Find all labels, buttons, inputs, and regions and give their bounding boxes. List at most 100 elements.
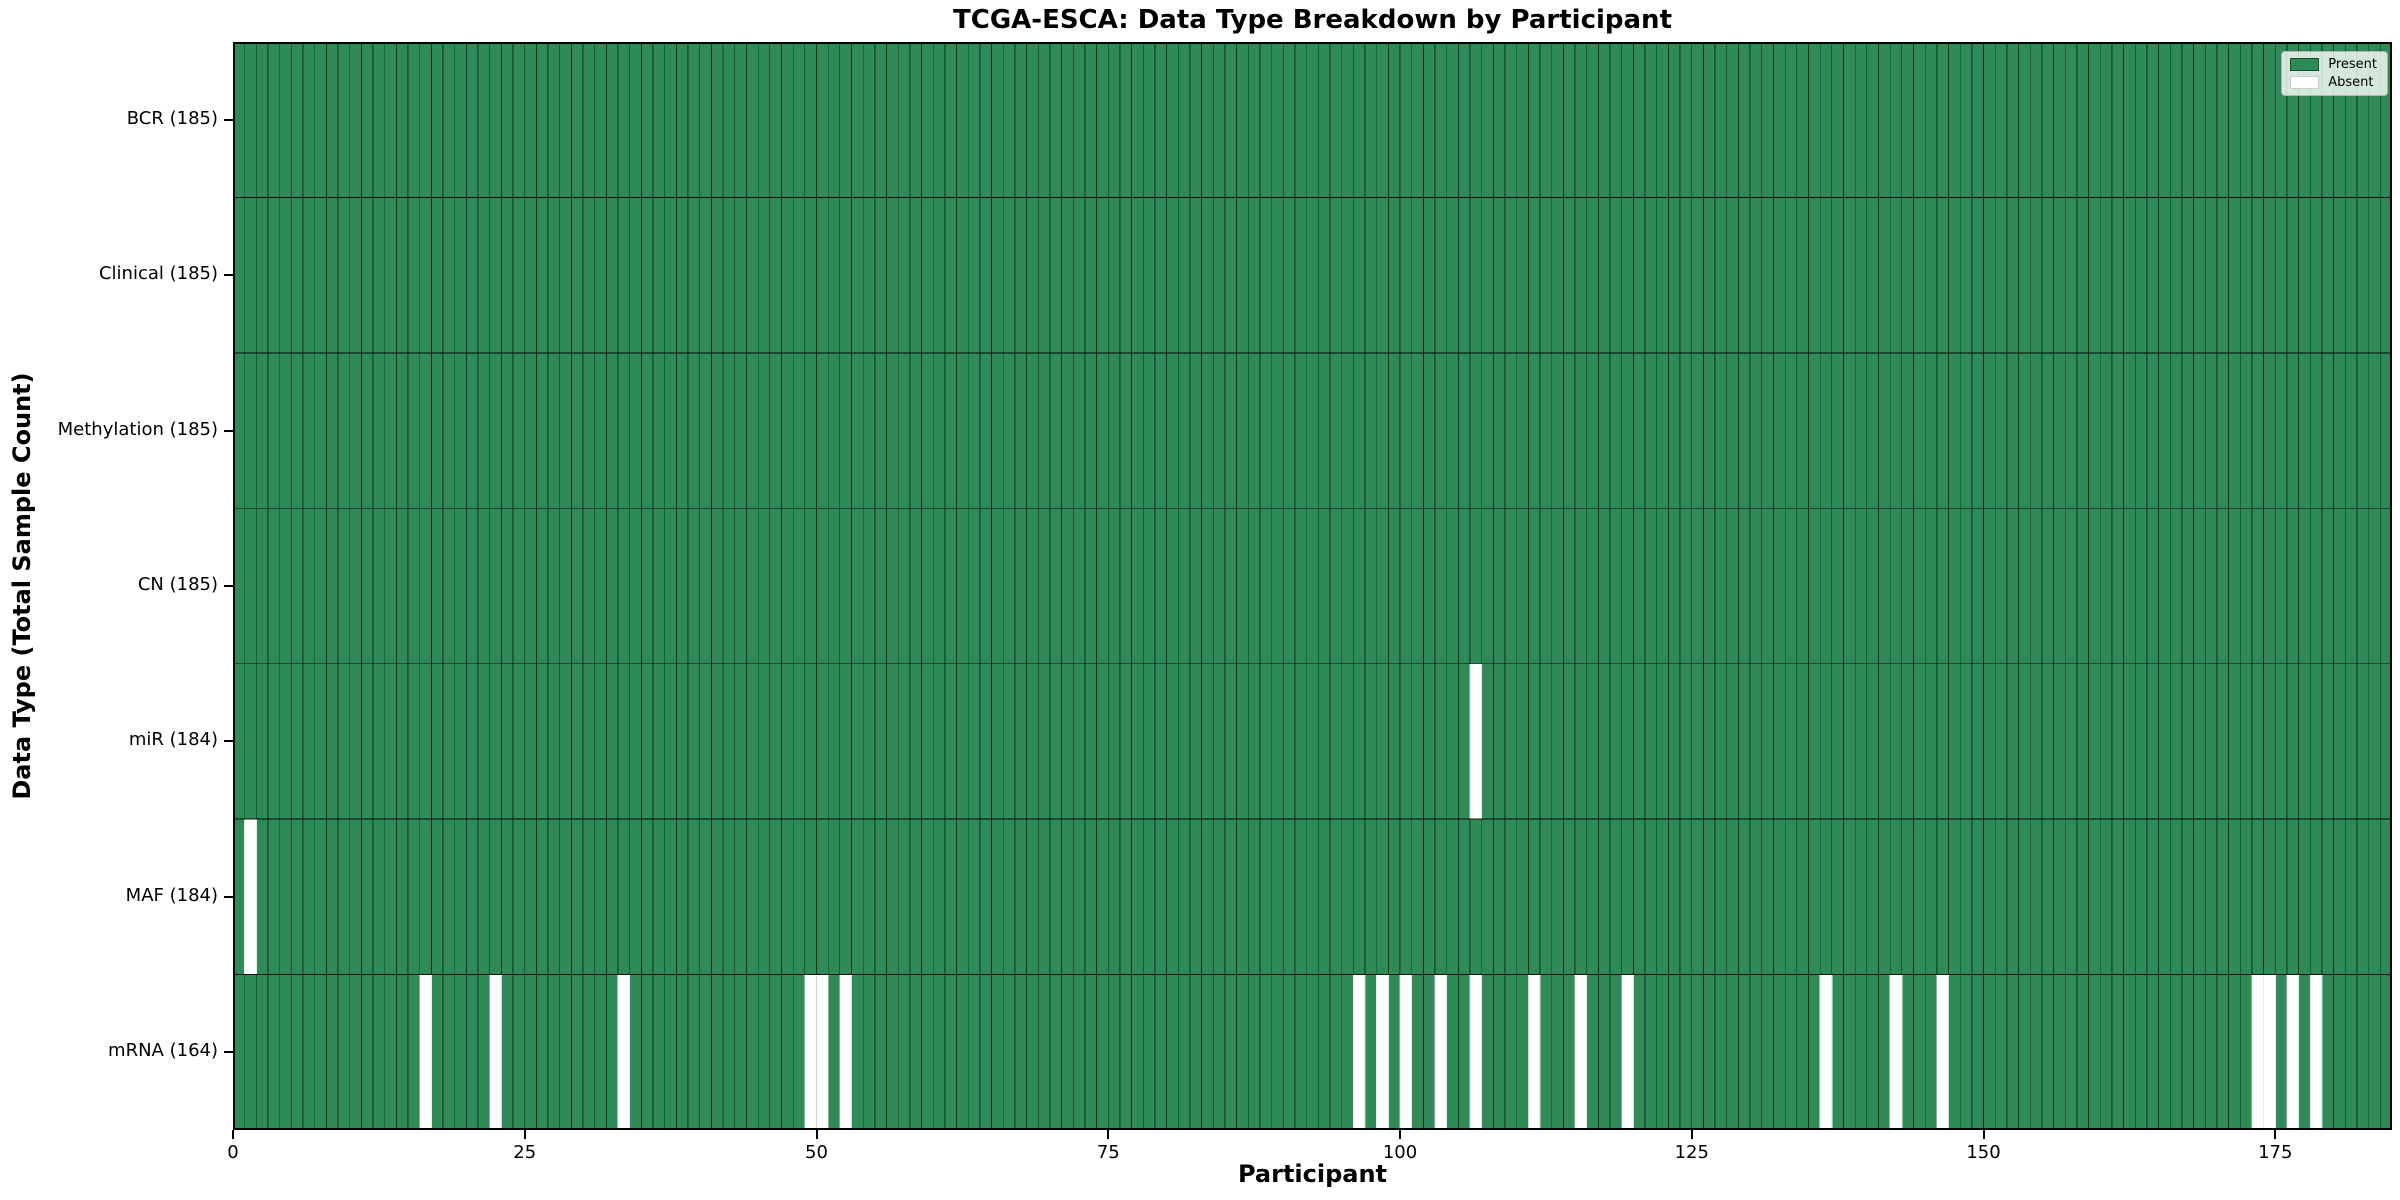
cell-present bbox=[1341, 974, 1354, 1130]
cell-present bbox=[851, 974, 864, 1130]
cell-present bbox=[2239, 42, 2253, 198]
cell-present bbox=[1703, 663, 1716, 820]
row-MAF bbox=[233, 818, 2392, 975]
cell-present bbox=[1808, 663, 1821, 820]
cell-present bbox=[1142, 974, 1156, 1130]
cell-present bbox=[862, 352, 876, 509]
cell-present bbox=[2053, 352, 2066, 509]
cell-present bbox=[1154, 507, 1168, 665]
cell-present bbox=[1329, 818, 1343, 975]
cell-present bbox=[1936, 818, 1949, 975]
cell-absent bbox=[419, 975, 432, 1130]
cell-present bbox=[991, 42, 1004, 198]
cell-present bbox=[1889, 42, 1903, 198]
cell-present bbox=[1644, 974, 1658, 1130]
cell-present bbox=[897, 663, 911, 820]
cell-present bbox=[687, 42, 701, 198]
cell-present bbox=[1924, 818, 1938, 975]
x-tick-mark bbox=[232, 1130, 234, 1139]
x-tick-label: 0 bbox=[227, 1142, 239, 1163]
cell-present bbox=[804, 507, 817, 665]
cell-present bbox=[2111, 974, 2124, 1130]
cell-present bbox=[1819, 352, 1833, 509]
cell-present bbox=[1037, 352, 1051, 509]
cell-present bbox=[442, 42, 456, 198]
cell-present bbox=[1749, 507, 1763, 665]
cell-present bbox=[1831, 352, 1844, 509]
cell-present bbox=[1668, 974, 1681, 1130]
cell-present bbox=[2193, 507, 2206, 665]
cell-present bbox=[1317, 818, 1331, 975]
cell-present bbox=[1166, 42, 1179, 198]
cell-present bbox=[1773, 974, 1786, 1130]
cell-present bbox=[2169, 974, 2183, 1130]
cell-present bbox=[384, 507, 397, 665]
cell-present bbox=[1364, 507, 1378, 665]
cell-present bbox=[1633, 42, 1646, 198]
cell-present bbox=[991, 197, 1004, 354]
cell-present bbox=[699, 352, 712, 509]
cell-present bbox=[349, 974, 362, 1130]
cell-present bbox=[1726, 507, 1739, 665]
cell-present bbox=[1738, 352, 1751, 509]
cell-present bbox=[1376, 663, 1389, 820]
cell-present bbox=[629, 42, 642, 198]
cell-present bbox=[897, 507, 911, 665]
cell-present bbox=[1107, 818, 1121, 975]
cell-present bbox=[617, 818, 631, 975]
cell-present bbox=[1959, 42, 1973, 198]
cell-present bbox=[1107, 42, 1121, 198]
cell-present bbox=[1352, 42, 1366, 198]
cell-present bbox=[547, 507, 561, 665]
cell-present bbox=[676, 352, 689, 509]
cell-present bbox=[1492, 663, 1506, 820]
cell-present bbox=[1434, 507, 1448, 665]
cell-present bbox=[967, 197, 981, 354]
cell-present bbox=[641, 197, 654, 354]
cell-present bbox=[839, 352, 852, 509]
cell-present bbox=[1306, 352, 1319, 509]
cell-present bbox=[419, 42, 432, 198]
cell-present bbox=[1761, 818, 1774, 975]
cell-present bbox=[1422, 507, 1436, 665]
cell-present bbox=[1422, 197, 1436, 354]
cell-present bbox=[862, 507, 876, 665]
cell-present bbox=[1644, 197, 1658, 354]
cell-present bbox=[489, 42, 502, 198]
cell-present bbox=[302, 352, 316, 509]
cell-present bbox=[1352, 663, 1366, 820]
cell-present bbox=[2228, 42, 2241, 198]
cell-present bbox=[664, 352, 677, 509]
cell-present bbox=[1761, 42, 1774, 198]
cell-present bbox=[932, 663, 946, 820]
cell-present bbox=[676, 42, 689, 198]
cell-present bbox=[1656, 197, 1669, 354]
cell-present bbox=[1107, 197, 1121, 354]
cell-present bbox=[1726, 352, 1739, 509]
cell-present bbox=[1119, 197, 1133, 354]
cell-present bbox=[1539, 663, 1553, 820]
cell-present bbox=[699, 818, 712, 975]
cell-present bbox=[1808, 352, 1821, 509]
cell-present bbox=[1516, 352, 1529, 509]
cell-present bbox=[664, 507, 677, 665]
cell-present bbox=[1761, 663, 1774, 820]
cell-present bbox=[302, 507, 316, 665]
cell-present bbox=[629, 197, 642, 354]
cell-present bbox=[1177, 818, 1191, 975]
cell-present bbox=[559, 818, 572, 975]
cell-present bbox=[1773, 197, 1786, 354]
cell-present bbox=[897, 974, 911, 1130]
cell-present bbox=[454, 663, 467, 820]
cell-present bbox=[1551, 352, 1564, 509]
cell-present bbox=[722, 352, 736, 509]
cell-present bbox=[1831, 663, 1844, 820]
cell-present bbox=[2309, 352, 2323, 509]
cell-present bbox=[1457, 42, 1471, 198]
cell-present bbox=[1014, 352, 1027, 509]
cell-present bbox=[2228, 663, 2241, 820]
cell-present bbox=[1971, 663, 1984, 820]
cell-present bbox=[1528, 663, 1541, 820]
cell-present bbox=[1551, 42, 1564, 198]
cell-present bbox=[1236, 197, 1249, 354]
